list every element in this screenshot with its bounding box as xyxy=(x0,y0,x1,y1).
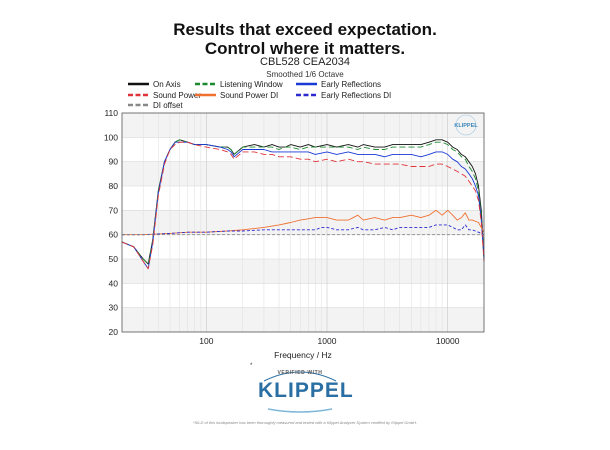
x-tick-label: 1000 xyxy=(318,336,337,346)
series-early-reflections-di xyxy=(122,224,485,236)
series-layer xyxy=(121,139,485,270)
chart-title: CBL528 CEA2034 xyxy=(260,56,350,68)
x-tick-label: 10000 xyxy=(436,336,460,346)
legend-label: Early Reflections xyxy=(321,80,381,89)
badge-arc-icon xyxy=(263,371,337,413)
y-tick-label: 80 xyxy=(109,181,119,191)
series-early-reflections xyxy=(121,141,485,270)
watermark-ring xyxy=(455,114,477,136)
y-tick-label: 60 xyxy=(109,230,119,240)
verified-with-klippel-badge: VERIFIED WITH KLIPPEL xyxy=(258,367,354,415)
legend-label: Listening Window xyxy=(220,80,283,89)
legend-label: DI offset xyxy=(153,101,183,110)
plot-band xyxy=(122,259,484,284)
watermark-text: KLIPPEL xyxy=(454,123,478,129)
y-tick-label: 90 xyxy=(109,157,119,167)
plot-background xyxy=(122,113,484,332)
badge-brand-text: KLIPPEL xyxy=(258,379,354,402)
plot-band xyxy=(122,307,484,332)
legend-label: Sound Power DI xyxy=(220,91,278,100)
plot-band xyxy=(122,210,484,235)
headline-line-2: Control where it matters. xyxy=(204,39,406,58)
badge-verified-text: VERIFIED WITH xyxy=(277,370,323,376)
chart-subtitle: Smoothed 1/6 Octave xyxy=(266,70,344,79)
axes: 20 30 40 50 60 70 80 90 100 110 100 1000 10000 Freque… xyxy=(104,108,485,360)
y-tick-label: 70 xyxy=(109,205,119,215)
watermark-logo: KLIPPEL xyxy=(454,114,478,136)
legend-label: Sound Power xyxy=(153,91,201,100)
y-tick-label: 20 xyxy=(109,327,119,337)
chart-legend: On Axis Listening Window Early Reflections… xyxy=(128,80,391,110)
y-tick-label: 110 xyxy=(104,108,118,118)
plot-band xyxy=(122,113,484,138)
series-listening-window xyxy=(121,139,485,265)
series-sound-power-di xyxy=(122,209,485,236)
legend-label: Early Reflections DI xyxy=(321,91,391,100)
y-tick-label: 40 xyxy=(109,278,119,288)
badge-asterisk: * xyxy=(250,363,253,369)
series-sound-power xyxy=(121,141,485,270)
footnote: *SILD of this loudspeaker has been thoro… xyxy=(192,420,418,425)
y-tick-label: 50 xyxy=(109,254,119,264)
headline-line-1: Results that exceed expectation. xyxy=(173,20,437,39)
plot-frame xyxy=(121,112,485,333)
y-tick-label: 30 xyxy=(109,303,119,313)
x-axis-label: Frequency / Hz xyxy=(274,350,332,360)
y-tick-label: 100 xyxy=(104,132,118,142)
plot-band xyxy=(122,161,484,186)
x-tick-label: 100 xyxy=(199,336,213,346)
legend-label: On Axis xyxy=(153,80,181,89)
